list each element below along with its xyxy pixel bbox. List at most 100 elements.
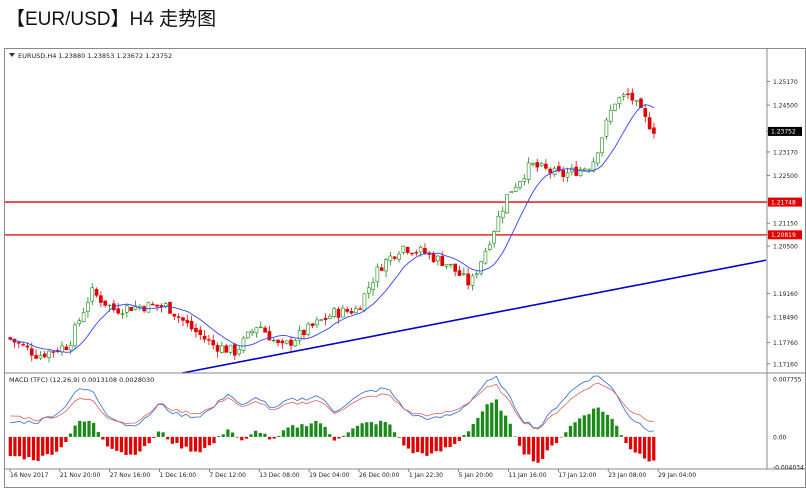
time-tick-label: 13 Dec 08:00: [259, 472, 300, 479]
macd-bar: [138, 436, 142, 452]
macd-bar: [96, 431, 100, 437]
candle-body: [155, 304, 159, 307]
candle-body: [496, 215, 501, 233]
macd-bar: [41, 436, 45, 456]
candle-body: [401, 245, 406, 253]
macd-bar: [425, 436, 429, 456]
candle-body: [483, 250, 488, 264]
candle-body: [211, 340, 216, 346]
candle-body: [531, 163, 535, 165]
macd-bar: [411, 436, 415, 454]
candle-body: [168, 301, 172, 314]
macd-bar: [323, 426, 327, 437]
candle-body: [418, 247, 423, 253]
candle-body: [332, 308, 337, 317]
candle-body: [410, 252, 414, 255]
candle-body: [561, 169, 566, 177]
candle-body: [172, 313, 177, 317]
candle-body: [643, 108, 648, 117]
candle-body: [591, 161, 596, 172]
candle-body: [228, 344, 233, 353]
candle-body: [362, 293, 367, 311]
macd-bar: [314, 420, 318, 437]
candle-body: [336, 308, 341, 318]
macd-bar: [147, 436, 151, 444]
macd-bar: [406, 436, 411, 449]
chart-canvas: 1.25170 1.24500 1.23752 1.23170 1.22500 1.217…: [5, 49, 805, 479]
macd-bar: [457, 436, 461, 441]
chart-window: 1.25170 1.24500 1.23752 1.23170 1.22500 1.217…: [4, 48, 806, 488]
candle-body: [245, 331, 250, 339]
candle-body: [120, 313, 125, 315]
macd-bar: [568, 426, 573, 437]
candle-body: [384, 259, 388, 272]
macd-bar: [499, 410, 503, 437]
candle-body: [99, 295, 103, 303]
candle-body: [453, 263, 457, 272]
level-price-label: 1.20819: [771, 232, 796, 239]
price-tick-label: 1.18490: [773, 314, 798, 321]
level-price-label: 1.21748: [771, 199, 796, 206]
macd-bar: [360, 423, 364, 437]
page-title: 【EUR/USD】H4 走势图: [6, 9, 217, 30]
current-price-badge: [768, 126, 802, 136]
candle-body: [423, 247, 427, 254]
macd-bar: [434, 436, 438, 452]
macd-bar: [244, 436, 249, 439]
candle-body: [582, 168, 587, 171]
candle-body: [25, 345, 30, 348]
macd-bar: [559, 436, 563, 438]
macd-bar: [175, 436, 179, 443]
macd-bar: [92, 422, 96, 437]
macd-bar: [27, 436, 31, 458]
candle-body: [81, 312, 86, 322]
candle-body: [284, 340, 289, 344]
symbol-header: EURUSD,H4 1.23880 1.23853 1.23672 1.2375…: [18, 52, 172, 60]
candle-body: [258, 326, 263, 329]
macd-bar: [17, 436, 22, 457]
macd-bar: [587, 414, 591, 437]
macd-bar: [453, 436, 457, 445]
candle-body: [116, 308, 120, 314]
candle-body: [375, 266, 380, 283]
time-tick-label: 16 Nov 2017: [10, 472, 49, 479]
macd-bar: [439, 436, 443, 452]
price-tick-label: 1.25170: [773, 79, 798, 86]
macd-bar: [115, 436, 119, 451]
candle-body: [462, 273, 466, 275]
price-tick-label: 1.17760: [773, 340, 798, 347]
macd-bar: [328, 434, 332, 437]
candle-body: [608, 110, 613, 122]
candle-body: [146, 302, 151, 313]
candle-body: [34, 355, 38, 359]
candle-body: [349, 311, 354, 314]
candle-body: [220, 345, 224, 353]
macd-bar: [152, 436, 156, 438]
macd-bar: [64, 436, 68, 442]
macd-bar: [203, 436, 207, 448]
macd-bar: [485, 404, 489, 437]
macd-bar: [429, 436, 434, 454]
macd-tick-label: 0.007755: [773, 377, 802, 384]
candle-body: [388, 255, 393, 262]
macd-bar: [541, 436, 545, 459]
candle-body: [125, 305, 129, 313]
macd-bar: [50, 436, 54, 455]
price-tick-label: 1.24500: [773, 103, 798, 110]
macd-bar: [68, 433, 73, 437]
candle-body: [621, 94, 626, 97]
macd-bar: [254, 430, 258, 437]
candle-body: [185, 320, 190, 324]
candle-body: [587, 169, 591, 171]
macd-bar: [156, 431, 161, 437]
candle-body: [509, 191, 514, 194]
macd-bar: [119, 436, 124, 453]
macd-bar: [272, 436, 276, 439]
macd-bar: [619, 435, 623, 437]
time-tick-label: 27 Nov 16:00: [110, 472, 151, 479]
candle-body: [207, 339, 211, 341]
macd-bar: [45, 436, 49, 455]
candle-body: [647, 117, 652, 130]
candle-body: [94, 289, 99, 296]
macd-bar: [198, 436, 202, 453]
